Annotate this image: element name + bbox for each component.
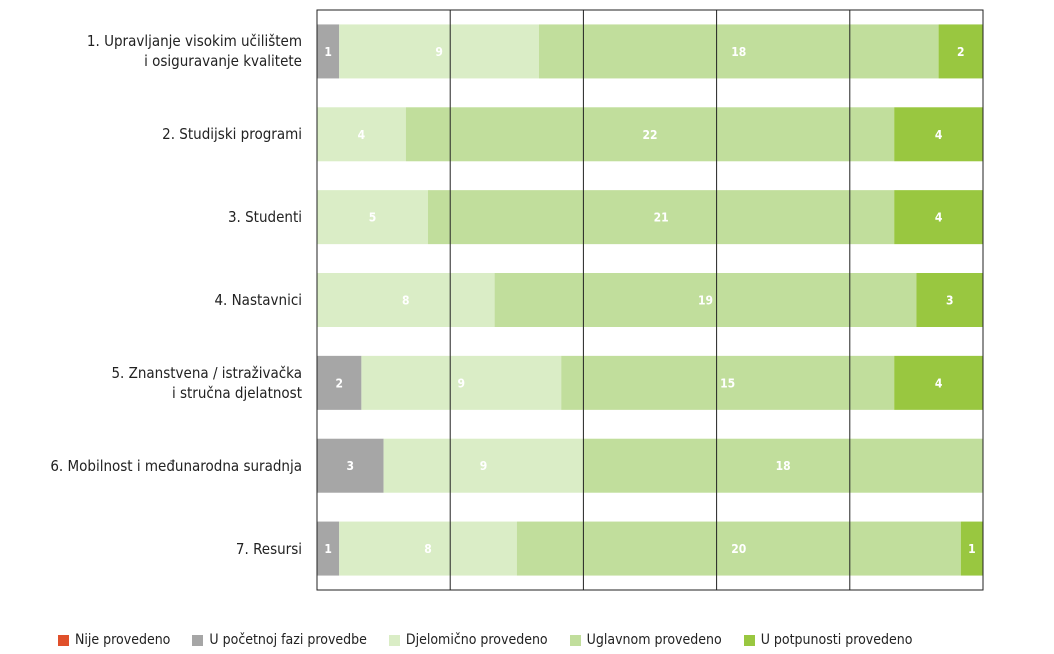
bar-segment bbox=[539, 24, 939, 79]
bar-segment bbox=[916, 273, 983, 327]
value-label: 20 bbox=[731, 542, 746, 556]
value-label: 3 bbox=[347, 459, 355, 473]
category-label: 4. Nastavnici bbox=[214, 291, 302, 309]
legend-swatch bbox=[388, 634, 400, 646]
legend-item: Nije provedeno bbox=[58, 632, 170, 648]
category-label: 7. Resursi bbox=[235, 539, 302, 558]
category-label: 5. Znanstvena / istraživačka i stručna d… bbox=[111, 363, 302, 402]
category-label: 2. Studijski programi bbox=[162, 125, 302, 144]
legend-label: Nije provedeno bbox=[75, 632, 171, 648]
bar-segment bbox=[317, 521, 340, 576]
legend-swatch bbox=[743, 634, 755, 646]
value-label: 2 bbox=[335, 376, 343, 390]
bar-segment bbox=[317, 190, 428, 245]
plot-frame bbox=[316, 9, 984, 591]
value-label: 22 bbox=[642, 128, 657, 142]
bar-segment bbox=[361, 355, 562, 410]
bar-segment bbox=[516, 521, 961, 576]
bar-segment bbox=[428, 190, 895, 245]
value-label: 4 bbox=[935, 211, 943, 225]
bar-segment bbox=[339, 24, 539, 79]
value-label: 1 bbox=[968, 542, 976, 556]
bar-segment bbox=[938, 24, 983, 79]
bar-segment bbox=[894, 190, 983, 245]
legend-label: Uglavnom provedeno bbox=[586, 632, 722, 648]
value-label: 9 bbox=[480, 459, 488, 473]
bar-segment bbox=[339, 521, 517, 576]
value-label: 9 bbox=[435, 45, 443, 59]
bar-segment bbox=[317, 438, 384, 493]
value-label: 15 bbox=[720, 376, 735, 390]
bar-segment bbox=[317, 355, 362, 410]
category-label: 6. Mobilnost i međunarodna suradnja bbox=[50, 456, 302, 475]
legend-label: U početnoj fazi provedbe bbox=[209, 632, 367, 648]
legend-item: Uglavnom provedeno bbox=[569, 632, 722, 648]
bar-segment bbox=[583, 438, 983, 493]
bar-segment bbox=[894, 355, 983, 410]
value-label: 1 bbox=[324, 45, 332, 59]
bar-segment bbox=[317, 24, 340, 79]
value-label: 21 bbox=[654, 211, 669, 225]
bar-segment bbox=[494, 273, 917, 327]
value-label: 2 bbox=[957, 45, 965, 59]
value-label: 9 bbox=[458, 376, 466, 390]
bar-segment bbox=[383, 438, 584, 493]
value-label: 18 bbox=[776, 459, 791, 473]
bar-segment bbox=[317, 273, 495, 327]
legend: Nije provedeno U početnoj fazi provedbe Dj… bbox=[58, 632, 934, 648]
bar-segment bbox=[317, 107, 406, 162]
value-label: 8 bbox=[424, 542, 432, 556]
legend-swatch bbox=[569, 634, 581, 646]
bar-segment bbox=[561, 355, 895, 410]
legend-item: U početnoj fazi provedbe bbox=[192, 632, 367, 648]
bar-segment bbox=[894, 107, 983, 162]
bar-segment bbox=[405, 107, 895, 162]
legend-item: U potpunosti provedeno bbox=[743, 632, 913, 648]
value-label: 18 bbox=[731, 45, 746, 59]
value-label: 4 bbox=[935, 128, 943, 142]
value-label: 19 bbox=[698, 294, 713, 308]
legend-label: U potpunosti provedeno bbox=[760, 632, 913, 648]
category-label: 3. Studenti bbox=[227, 208, 302, 227]
legend-swatch bbox=[192, 634, 204, 646]
value-label: 4 bbox=[358, 128, 366, 142]
legend-swatch bbox=[58, 634, 69, 646]
legend-item: Djelomično provedeno bbox=[388, 632, 548, 648]
bar-segment bbox=[960, 521, 983, 576]
value-label: 5 bbox=[369, 211, 377, 225]
category-label: 1. Upravljanje visokim učilištem i osigu… bbox=[86, 32, 302, 71]
value-label: 1 bbox=[324, 542, 332, 556]
legend-label: Djelomično provedeno bbox=[405, 632, 548, 648]
value-label: 4 bbox=[935, 376, 943, 390]
value-label: 3 bbox=[946, 294, 954, 308]
value-label: 8 bbox=[402, 294, 410, 308]
